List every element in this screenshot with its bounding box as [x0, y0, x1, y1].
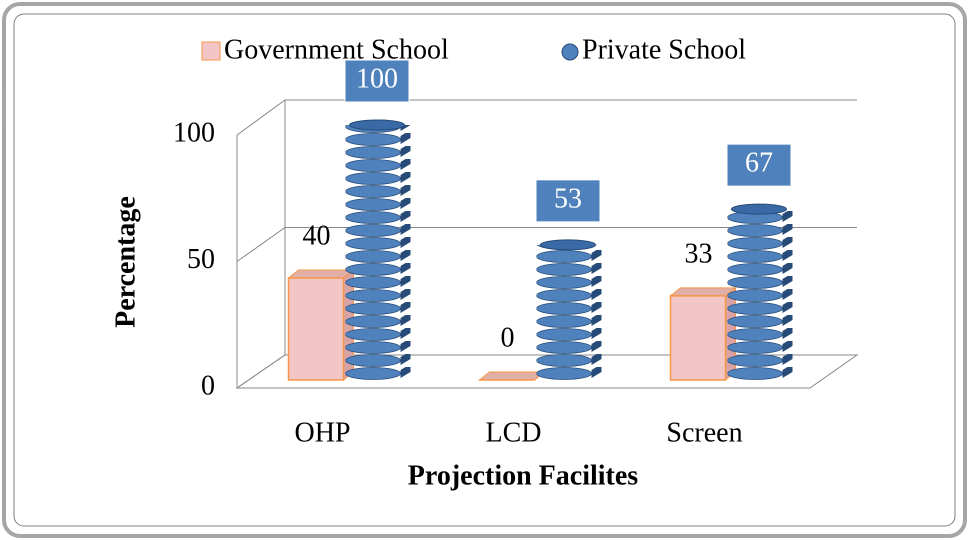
legend-label: Government School — [224, 34, 449, 65]
value-box — [726, 143, 792, 187]
bar-top — [349, 119, 405, 131]
bar — [727, 209, 793, 380]
bar — [669, 295, 727, 381]
bar-top — [287, 269, 355, 279]
bar — [345, 125, 411, 380]
grid-line — [236, 99, 857, 136]
bar — [536, 244, 602, 380]
value-label: 0 — [501, 322, 515, 353]
grid-line — [236, 227, 857, 262]
grid-line — [236, 354, 857, 389]
bar-top — [669, 287, 737, 297]
bar-top — [540, 239, 596, 251]
value-label: 67 — [745, 148, 773, 179]
bar-top — [478, 371, 546, 381]
x-axis-label: Projection Facilites — [408, 460, 639, 491]
x-tick-label: OHP — [294, 417, 350, 448]
bar — [287, 277, 345, 381]
y-tick-label: 0 — [201, 370, 215, 401]
value-box — [535, 179, 601, 223]
legend-swatch — [201, 41, 221, 61]
value-box — [344, 59, 410, 103]
x-tick-label: Screen — [666, 417, 742, 448]
inner-frame — [13, 13, 956, 527]
bar-top — [731, 203, 787, 215]
legend-label: Private School — [582, 34, 746, 65]
value-label: 40 — [303, 220, 331, 251]
y-axis-label: Percentage — [110, 196, 141, 328]
y-tick-label: 50 — [187, 244, 215, 275]
x-tick-label: LCD — [486, 417, 542, 448]
legend-swatch — [561, 43, 579, 61]
value-label: 33 — [685, 238, 713, 269]
y-tick-label: 100 — [173, 117, 215, 148]
value-label: 100 — [356, 63, 398, 94]
value-label: 53 — [554, 183, 582, 214]
